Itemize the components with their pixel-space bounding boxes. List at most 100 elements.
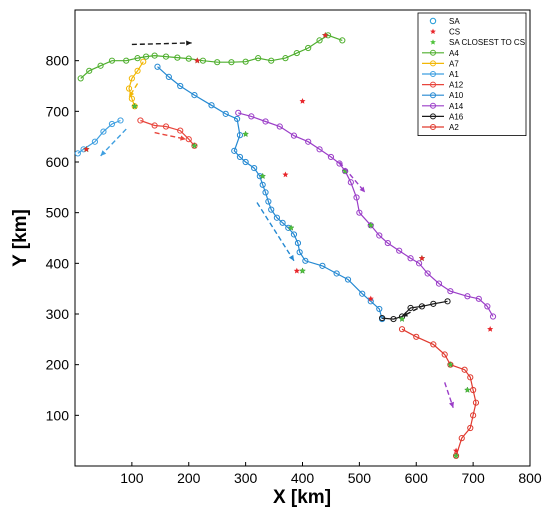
data-point xyxy=(262,118,269,125)
data-point xyxy=(276,123,283,130)
data-point xyxy=(177,127,184,134)
legend-marker xyxy=(430,71,436,77)
x-tick-label: 300 xyxy=(234,470,258,486)
data-point xyxy=(327,153,335,161)
data-point xyxy=(262,189,269,196)
data-point xyxy=(430,300,437,307)
x-tick-label: 200 xyxy=(177,470,201,486)
data-point xyxy=(333,270,340,277)
data-point xyxy=(418,303,426,310)
data-point xyxy=(255,55,262,62)
series-a12 xyxy=(137,117,198,149)
data-point xyxy=(162,123,170,130)
data-point xyxy=(231,147,238,154)
legend-label: A1 xyxy=(449,70,459,79)
legend-marker xyxy=(430,28,436,34)
series-line xyxy=(157,66,383,320)
y-tick-label: 400 xyxy=(46,255,70,271)
data-point xyxy=(302,257,309,264)
y-tick-label: 100 xyxy=(46,407,70,423)
data-point xyxy=(162,53,170,60)
data-point xyxy=(236,153,244,161)
data-point xyxy=(268,206,275,213)
legend-marker xyxy=(430,92,436,99)
data-point xyxy=(191,92,198,99)
legend-marker xyxy=(430,39,436,45)
data-point xyxy=(435,280,443,287)
closest-marker xyxy=(446,361,454,368)
data-point xyxy=(77,75,84,82)
data-point xyxy=(475,295,482,302)
direction-arrow-head xyxy=(359,186,366,193)
legend-marker xyxy=(430,102,436,109)
data-point xyxy=(319,262,326,269)
data-point xyxy=(339,37,346,44)
data-point xyxy=(151,52,158,59)
data-point xyxy=(185,55,192,62)
data-point xyxy=(123,57,130,64)
legend-label: A7 xyxy=(449,59,459,68)
data-point xyxy=(273,214,281,221)
data-point xyxy=(282,55,289,62)
data-point xyxy=(177,82,184,90)
data-point xyxy=(174,54,181,61)
y-tick-label: 700 xyxy=(46,103,70,119)
direction-arrow-line xyxy=(444,382,454,408)
y-tick-label: 200 xyxy=(46,357,70,373)
data-point xyxy=(464,293,471,300)
data-point xyxy=(208,102,215,109)
legend-marker xyxy=(430,81,436,88)
cs-marker xyxy=(282,171,289,178)
data-point xyxy=(461,366,468,373)
data-point xyxy=(390,315,397,323)
cs-marker xyxy=(487,326,494,332)
axis-layer: 100 200 300 400 500 600 700 800 100 200 300 400 500 6… xyxy=(46,53,542,486)
legend-label: A4 xyxy=(449,49,459,58)
data-point xyxy=(356,209,363,216)
direction-arrow-line xyxy=(401,304,426,318)
data-point xyxy=(236,132,244,139)
data-point xyxy=(379,314,386,322)
data-point xyxy=(248,113,255,120)
data-point xyxy=(407,304,414,312)
series-line xyxy=(382,300,448,320)
data-point xyxy=(470,412,477,419)
data-point xyxy=(100,128,107,135)
data-point xyxy=(91,138,99,145)
cs-marker xyxy=(418,255,425,261)
data-point xyxy=(86,67,93,74)
closest-marker xyxy=(452,452,460,459)
direction-arrow-head xyxy=(100,150,107,156)
legend-label: A16 xyxy=(449,112,464,121)
data-point xyxy=(347,179,354,186)
x-tick-label: 100 xyxy=(120,470,144,486)
cs-marker xyxy=(194,57,201,64)
closest-marker xyxy=(259,172,266,180)
data-point xyxy=(108,57,116,64)
data-point xyxy=(142,53,150,60)
direction-arrow-line xyxy=(256,202,295,262)
data-point xyxy=(290,231,298,238)
series-a10 xyxy=(154,63,386,323)
data-point xyxy=(305,44,312,52)
data-point xyxy=(359,290,366,297)
series-a4 xyxy=(77,32,346,82)
closest-marker xyxy=(464,386,471,393)
x-tick-label: 500 xyxy=(348,470,372,486)
legend-label: A10 xyxy=(449,91,464,100)
x-axis-title: X [km] xyxy=(273,487,331,508)
legend-marker xyxy=(430,113,436,120)
data-point xyxy=(290,132,298,139)
data-point xyxy=(396,247,403,254)
legend-label: CS xyxy=(449,28,460,37)
data-point xyxy=(467,424,474,432)
series-line xyxy=(128,61,144,107)
legend-label: SA xyxy=(449,17,460,26)
direction-arrow-line xyxy=(100,128,127,157)
data-point xyxy=(228,59,235,66)
data-point xyxy=(430,341,437,348)
x-tick-label: 400 xyxy=(291,470,315,486)
data-point xyxy=(444,298,451,305)
